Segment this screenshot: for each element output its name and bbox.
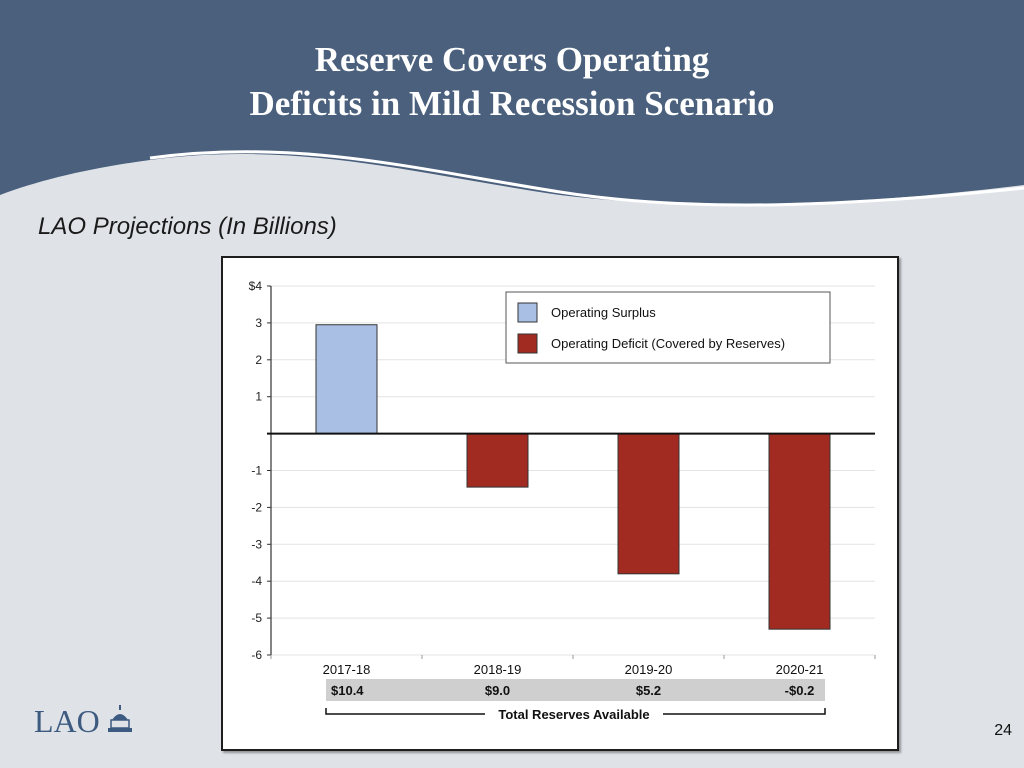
y-tick-label: -1	[251, 464, 262, 478]
legend: Operating Surplus Operating Deficit (Cove…	[505, 291, 831, 364]
legend-swatch	[517, 333, 538, 354]
bar-chart: $4 3 2 1 -1 -2 -3 -4 -5 -6 2017-18 2018-19 2019-20 20…	[249, 279, 876, 722]
x-category-label: 2018-19	[474, 662, 522, 677]
legend-swatch	[517, 302, 538, 323]
capitol-dome-icon	[108, 705, 132, 732]
reserves-band	[326, 679, 825, 701]
reserve-value: $9.0	[485, 683, 510, 698]
reserves-label: Total Reserves Available	[498, 707, 649, 722]
y-tick-label: -6	[251, 648, 262, 662]
x-category-label: 2017-18	[323, 662, 371, 677]
chart-subtitle: LAO Projections (In Billions)	[38, 213, 337, 240]
lao-logo: LAO	[34, 703, 132, 739]
bar-2017-18	[315, 324, 378, 435]
reserve-value: -$0.2	[785, 683, 815, 698]
bar-2018-19	[466, 433, 529, 488]
y-tick-label: 3	[255, 316, 262, 330]
legend-label: Operating Deficit (Covered by Reserves)	[551, 336, 785, 351]
y-tick-label: 1	[255, 390, 262, 404]
reserve-value: $5.2	[636, 683, 661, 698]
header-banner	[0, 0, 1024, 207]
header-band	[0, 0, 1024, 205]
legend-box	[505, 291, 831, 364]
y-tick-label: $4	[249, 279, 263, 293]
x-category-label: 2019-20	[625, 662, 673, 677]
y-tick-label: -4	[251, 574, 262, 588]
reserves-table: $10.4 $9.0 $5.2 -$0.2 Total Reserves Availab…	[325, 679, 826, 722]
y-tick-label: -5	[251, 611, 262, 625]
legend-label: Operating Surplus	[551, 305, 656, 320]
lao-logo-text: LAO	[34, 703, 100, 739]
y-tick-label: -3	[251, 537, 262, 551]
bar-2019-20	[617, 433, 680, 575]
reserve-value: $10.4	[331, 683, 364, 698]
header-swoosh	[149, 150, 1024, 207]
reserves-bracket	[325, 708, 826, 715]
bar-layer	[315, 324, 831, 630]
page-number: 24	[994, 722, 1012, 739]
slide-title-line2: Deficits in Mild Recession Scenario	[249, 84, 775, 123]
y-tick-label: -2	[251, 500, 262, 514]
axis-layer: $4 3 2 1 -1 -2 -3 -4 -5 -6 2017-18 2018-19 2019-20 20…	[249, 279, 876, 677]
bar-2020-21	[768, 433, 831, 630]
slide-title: Reserve Covers Operating Deficits in Mil…	[112, 38, 912, 126]
slide-title-line1: Reserve Covers Operating	[314, 40, 710, 79]
x-category-label: 2020-21	[776, 662, 824, 677]
chart-frame: $4 3 2 1 -1 -2 -3 -4 -5 -6 2017-18 2018-19 2019-20 20…	[221, 256, 899, 751]
y-tick-label: 2	[255, 353, 262, 367]
